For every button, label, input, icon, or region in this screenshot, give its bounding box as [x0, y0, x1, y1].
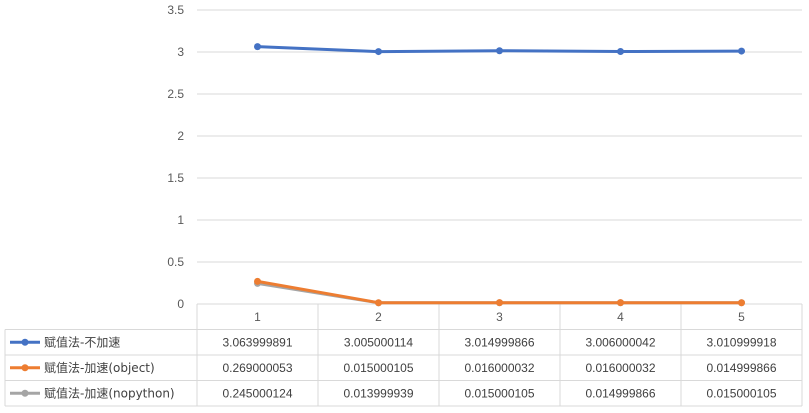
data-point — [617, 299, 624, 307]
y-tick-label: 3 — [177, 45, 184, 59]
data-table-cell: 0.014999866 — [706, 361, 776, 375]
data-table-cell: 0.269000053 — [222, 361, 292, 375]
legend-key-marker — [21, 338, 29, 346]
y-tick-label: 0 — [177, 297, 184, 311]
legend-entry: 赋值法-加速(nopython) — [44, 385, 175, 400]
data-table-cell: 3.010999918 — [706, 335, 776, 349]
y-tick-label: 0.5 — [167, 255, 184, 269]
data-point — [375, 48, 382, 56]
data-table-cell: 3.005000114 — [344, 335, 414, 349]
data-table-cell: 3.006000042 — [585, 335, 655, 349]
y-axis-tick-labels: 0 0.5 1 1.5 2 2.5 3 3.5 — [167, 3, 184, 311]
data-point — [254, 43, 261, 51]
data-point — [496, 47, 503, 55]
data-table-cell: 0.015000105 — [343, 361, 413, 375]
x-tick-label: 1 — [254, 310, 261, 324]
x-tick-label: 2 — [375, 310, 382, 324]
data-point — [738, 47, 745, 55]
y-tick-label: 1.5 — [167, 171, 184, 185]
data-table-cell: 0.016000032 — [585, 361, 655, 375]
data-table-cell: 0.013999939 — [343, 386, 413, 400]
legend-key-marker — [21, 389, 29, 397]
x-tick-label: 4 — [617, 310, 624, 324]
y-tick-label: 1 — [177, 213, 184, 227]
data-point — [496, 299, 503, 307]
data-table-cell: 0.014999866 — [585, 386, 655, 400]
data-point — [617, 47, 624, 55]
data-table: 1 2 3 4 5 赋值法-不加速 3.063999891 3.005000114 3.0149… — [4, 303, 803, 407]
data-table-cell: 0.015000105 — [706, 386, 776, 400]
data-point — [254, 277, 261, 285]
y-tick-label: 3.5 — [167, 3, 184, 17]
data-table-cell: 0.245000124 — [222, 386, 292, 400]
y-tick-label: 2.5 — [167, 87, 184, 101]
legend-key-marker — [21, 364, 29, 372]
data-point — [375, 299, 382, 307]
data-table-cell: 0.015000105 — [464, 386, 534, 400]
legend-entry: 赋值法-不加速 — [44, 334, 120, 349]
x-tick-label: 3 — [496, 310, 503, 324]
data-table-cell: 3.014999866 — [464, 335, 534, 349]
y-tick-label: 2 — [177, 129, 184, 143]
data-table-cell: 3.063999891 — [222, 335, 292, 349]
x-tick-label: 5 — [738, 310, 745, 324]
legend-entry: 赋值法-加速(object) — [44, 360, 155, 375]
series-lines — [254, 43, 745, 307]
data-table-cell: 0.016000032 — [464, 361, 534, 375]
data-point — [738, 299, 745, 307]
